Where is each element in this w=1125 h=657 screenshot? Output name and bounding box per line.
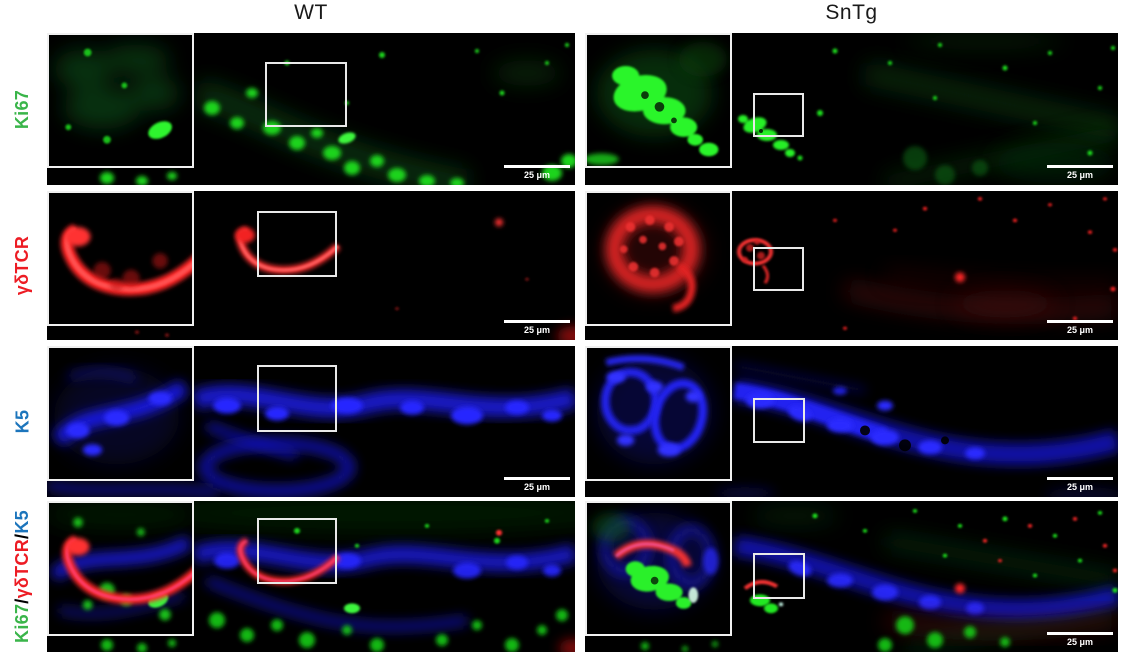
- scale-label: 25 μm: [523, 324, 551, 335]
- inset-image-k5-wt: [52, 367, 189, 465]
- scale-bar-ki67-wt: 25 μm: [504, 164, 570, 180]
- panel-gdtcr-sntg: 25 μm: [585, 191, 1118, 340]
- roi-box-ki67-sntg: [753, 93, 804, 137]
- panel-merge-sntg: 25 μm: [585, 501, 1118, 652]
- micrograph-merge-wt: [101, 501, 575, 652]
- inset-ki67-sntg: [585, 33, 732, 168]
- scale-bar-line: [1047, 476, 1113, 480]
- inset-image-ki67-sntg: [587, 41, 728, 166]
- scale-bar-line: [1047, 164, 1113, 168]
- inset-ki67-wt: [47, 33, 194, 168]
- scale-label: 25 μm: [523, 481, 551, 492]
- inset-image-k5-sntg: [596, 355, 713, 465]
- panel-gdtcr-wt: 25 μm: [47, 191, 575, 340]
- roi-box-merge-sntg: [753, 553, 805, 599]
- panel-merge-wt: [47, 501, 575, 652]
- roi-box-ki67-wt: [265, 62, 347, 127]
- scale-label: 25 μm: [523, 169, 551, 180]
- panel-ki67-sntg: 25 μm: [585, 33, 1118, 185]
- scale-bar-gdtcr-sntg: 25 μm: [1047, 319, 1113, 335]
- scale-bar-merge-sntg: 25 μm: [1047, 631, 1113, 647]
- roi-box-k5-wt: [257, 365, 337, 432]
- row-label-gdtcr-text: γδTCR: [12, 235, 33, 296]
- roi-box-gdtcr-wt: [257, 211, 337, 277]
- row-label-merge-gdtcr: γδTCR: [12, 538, 32, 599]
- row-label-merge-slash2: /: [12, 533, 32, 539]
- micrograph-ki67-wt: [100, 43, 575, 185]
- micrograph-k5-wt: [47, 385, 575, 497]
- roi-box-k5-sntg: [753, 398, 805, 443]
- row-label-ki67-text: Ki67: [11, 89, 32, 129]
- scale-bar-k5-wt: 25 μm: [504, 476, 570, 492]
- scale-bar-line: [1047, 319, 1113, 323]
- scale-bar-gdtcr-wt: 25 μm: [504, 319, 570, 335]
- panel-ki67-wt: 25 μm: [47, 33, 575, 185]
- row-label-merge-ki67: Ki67: [12, 603, 32, 643]
- row-label-ki67: Ki67: [0, 33, 45, 185]
- row-label-k5: K5: [0, 346, 45, 497]
- panel-k5-wt: 25 μm: [47, 346, 575, 497]
- column-header-wt: WT: [294, 1, 328, 24]
- panel-k5-sntg: 25 μm: [585, 346, 1118, 497]
- scale-bar-line: [504, 476, 570, 480]
- row-label-merge-k5: K5: [12, 510, 32, 534]
- inset-image-merge-sntg: [591, 512, 719, 610]
- scale-bar-k5-sntg: 25 μm: [1047, 476, 1113, 492]
- inset-k5-wt: [47, 346, 194, 481]
- roi-box-gdtcr-sntg: [753, 247, 804, 291]
- scale-label: 25 μm: [1066, 169, 1094, 180]
- inset-gdtcr-sntg: [585, 191, 732, 326]
- micrograph-gdtcr-wt: [135, 218, 575, 340]
- micrograph-merge-sntg: [641, 505, 1118, 652]
- inset-merge-sntg: [585, 501, 732, 636]
- row-label-k5-text: K5: [12, 409, 32, 434]
- scale-bar-line: [1047, 631, 1113, 635]
- micrograph-k5-sntg: [715, 361, 1118, 497]
- roi-box-merge-wt: [257, 518, 337, 584]
- scale-label: 25 μm: [1066, 481, 1094, 492]
- row-label-merge: Ki67/γδTCR/K5: [0, 501, 45, 652]
- scale-label: 25 μm: [1066, 324, 1094, 335]
- scale-label: 25 μm: [1066, 636, 1094, 647]
- column-header-sntg: SnTg: [825, 1, 878, 24]
- row-label-merge-slash1: /: [12, 598, 32, 604]
- inset-image-gdtcr-sntg: [601, 204, 708, 313]
- micrograph-ki67-sntg: [738, 33, 1118, 185]
- inset-gdtcr-wt: [47, 191, 194, 326]
- inset-k5-sntg: [585, 346, 732, 481]
- inset-merge-wt: [47, 501, 194, 636]
- inset-image-gdtcr-wt: [60, 224, 192, 296]
- inset-image-ki67-wt: [53, 44, 180, 144]
- micrograph-gdtcr-sntg: [737, 196, 1118, 331]
- row-label-gdtcr: γδTCR: [0, 191, 45, 340]
- inset-image-merge-wt: [49, 503, 192, 621]
- scale-bar-line: [504, 164, 570, 168]
- scale-bar-ki67-sntg: 25 μm: [1047, 164, 1113, 180]
- scale-bar-line: [504, 319, 570, 323]
